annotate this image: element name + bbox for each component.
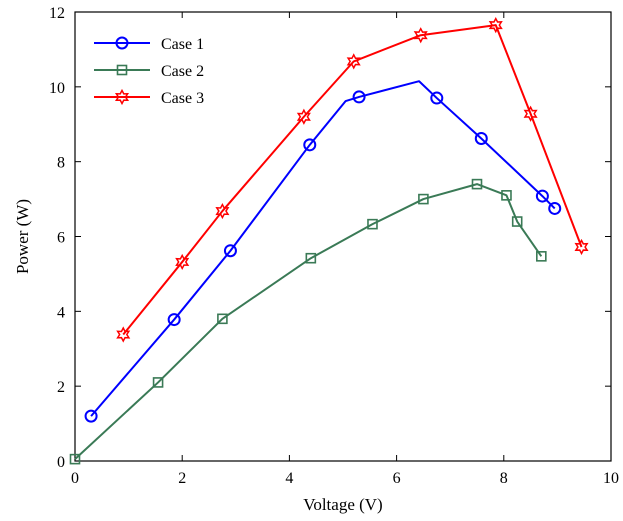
series-2-point (511, 216, 523, 227)
legend-label: Case 1 (161, 36, 204, 53)
x-tick-label: 8 (500, 470, 508, 487)
y-tick-label: 8 (57, 155, 65, 172)
legend: Case 1 Case 2 Case 3 (94, 36, 204, 107)
series-3-point (574, 238, 589, 256)
series-3-point (116, 326, 131, 343)
y-axis-label: Power (W) (13, 199, 32, 274)
x-axis-label: Voltage (V) (303, 495, 382, 514)
series-2-point (418, 193, 429, 205)
series-1 (84, 80, 562, 423)
series-3-point (413, 27, 428, 44)
series-3 (116, 16, 589, 343)
legend-label: Case 3 (161, 90, 204, 107)
series-1-point (84, 409, 98, 423)
plot-area: 0 2 4 6 8 10 0 2 4 6 8 10 12 Case 1 Case 2 Case 3 (49, 5, 619, 487)
y-tick-label: 2 (57, 379, 65, 396)
series-3-point (296, 108, 311, 125)
series-2-point (69, 453, 81, 465)
series-1-point (167, 313, 181, 327)
y-tick-label: 4 (57, 304, 65, 321)
legend-swatch-marker (115, 36, 129, 50)
legend-item-3: Case 3 (94, 88, 204, 107)
legend-swatch-marker (116, 64, 128, 76)
y-tick-label: 0 (57, 454, 65, 471)
x-tick-label: 10 (603, 470, 619, 487)
legend-swatch-marker (114, 88, 130, 106)
y-tick-label: 6 (57, 230, 65, 247)
x-tick-label: 0 (71, 470, 79, 487)
legend-label: Case 2 (161, 63, 204, 80)
series-2-point (367, 218, 378, 230)
series-2-point (152, 377, 164, 388)
series-2-point (217, 313, 228, 325)
legend-item-2: Case 2 (94, 63, 204, 80)
x-tick-label: 4 (285, 470, 293, 487)
series-2-point (501, 190, 512, 201)
series-1-point (303, 138, 317, 152)
y-tick-label: 12 (49, 5, 65, 22)
legend-item-1: Case 1 (94, 36, 204, 53)
series-2 (69, 178, 547, 465)
series-3-point (215, 202, 230, 220)
series-3-point (346, 53, 361, 70)
x-tick-label: 6 (393, 470, 401, 487)
series-3-point (523, 105, 538, 122)
series-1-point (223, 244, 237, 258)
x-tick-label: 2 (178, 470, 186, 487)
series-1-point (535, 189, 549, 203)
series-layer (69, 16, 589, 465)
series-2-line (74, 183, 543, 460)
y-tick-label: 10 (49, 80, 65, 97)
series-3-point (175, 253, 190, 271)
series-1-line (90, 80, 556, 417)
series-2-point (471, 178, 483, 190)
series-1-point (474, 131, 488, 145)
series-1-point (548, 201, 562, 215)
series-2-point (536, 251, 547, 262)
axis-ticks: 0 2 4 6 8 10 0 2 4 6 8 10 12 (49, 5, 619, 487)
series-3-point (488, 16, 503, 34)
series-2-point (305, 252, 317, 264)
series-3-line (122, 24, 583, 336)
series-1-point (430, 91, 444, 105)
series-1-point (352, 90, 366, 104)
